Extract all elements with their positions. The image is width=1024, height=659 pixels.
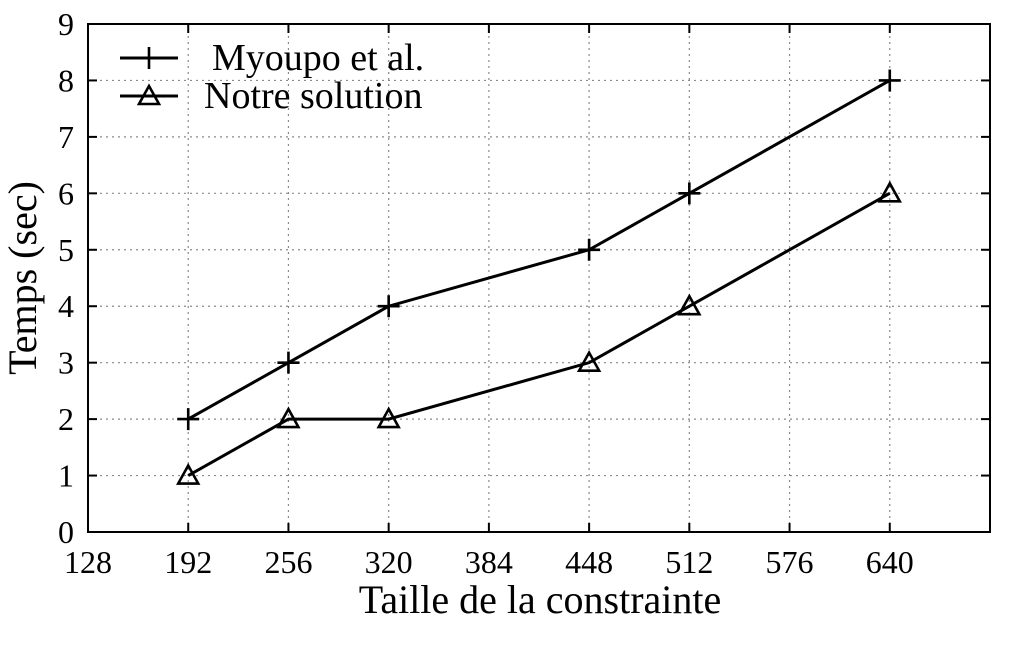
plot-frame — [87, 23, 991, 533]
data-point — [678, 182, 701, 205]
y-tick-label: 4 — [58, 288, 74, 324]
x-axis-title: Taille de la constrainte — [359, 577, 722, 622]
legend-entry: Notre solution — [120, 75, 422, 117]
y-tick-label: 0 — [58, 514, 74, 550]
data-point — [878, 69, 901, 92]
legend-entry: Myoupo et al. — [120, 37, 424, 79]
series-line — [187, 79, 891, 421]
x-tick-label: 128 — [64, 544, 112, 580]
axis-ticks: 128 192 256 320 384 448 512 576 640 0 1 2 3 4 5 6 7 8 9 — [58, 6, 990, 580]
y-tick-label: 7 — [58, 119, 74, 155]
series-2 — [176, 180, 902, 485]
data-point — [576, 349, 602, 372]
x-tick-label: 256 — [264, 544, 312, 580]
y-tick-label: 6 — [58, 175, 74, 211]
series-group — [176, 69, 902, 485]
data-point — [276, 406, 301, 429]
grid — [88, 24, 990, 532]
legend-label: Notre solution — [204, 75, 422, 117]
y-tick-label: 1 — [58, 458, 74, 494]
data-point — [377, 295, 400, 318]
x-tick-label: 512 — [665, 544, 713, 580]
y-tick-label: 2 — [58, 401, 74, 437]
data-point — [176, 462, 201, 485]
x-tick-label: 192 — [164, 544, 212, 580]
x-tick-label: 576 — [766, 544, 814, 580]
y-tick-label: 5 — [58, 232, 74, 268]
data-point — [677, 293, 702, 316]
series-1 — [177, 69, 901, 431]
x-tick-label: 384 — [465, 544, 513, 580]
y-tick-label: 9 — [58, 6, 74, 42]
y-tick-label: 3 — [58, 345, 74, 381]
x-tick-label: 320 — [365, 544, 413, 580]
x-tick-label: 640 — [866, 544, 914, 580]
y-axis-title: Temps (sec) — [0, 181, 45, 375]
data-point — [277, 351, 300, 374]
data-point — [578, 238, 601, 261]
legend-label: Myoupo et al. — [212, 37, 424, 79]
data-point — [376, 406, 401, 429]
data-point — [877, 180, 902, 203]
series-line — [187, 192, 891, 477]
y-tick-label: 8 — [58, 62, 74, 98]
legend-marker — [136, 83, 162, 106]
data-point — [177, 408, 200, 431]
x-tick-label: 448 — [565, 544, 613, 580]
legend: Myoupo et al.Notre solution — [120, 37, 424, 117]
legend-marker — [138, 47, 160, 69]
